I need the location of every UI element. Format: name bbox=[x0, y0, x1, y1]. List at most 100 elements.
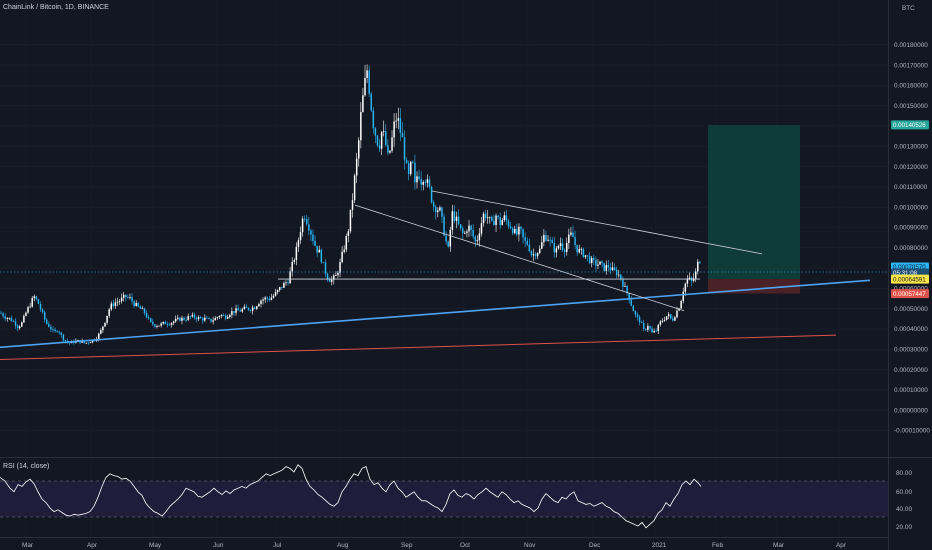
candle-body bbox=[2, 313, 4, 317]
currency-label: BTC bbox=[902, 5, 915, 12]
candle-body bbox=[642, 322, 645, 329]
rsi-band bbox=[0, 481, 888, 517]
price-label: 0.00140526 bbox=[891, 120, 929, 130]
candle-body bbox=[297, 240, 300, 247]
candle-body bbox=[576, 244, 578, 253]
candle-body bbox=[104, 322, 106, 327]
price-label-text: 0.00057447 bbox=[893, 291, 926, 298]
candle-body bbox=[185, 319, 187, 321]
price-tick: 0.00130000 bbox=[894, 144, 928, 151]
candle-body bbox=[330, 279, 333, 282]
candle-body bbox=[31, 298, 33, 307]
candle-body bbox=[98, 333, 100, 339]
candle-body bbox=[678, 308, 680, 311]
time-axis[interactable]: Mar Apr May Jun Jul Aug Sep Oct Nov Dec 2021 Feb Mar… bbox=[22, 542, 847, 549]
candle-body bbox=[199, 317, 202, 319]
candle-body bbox=[414, 162, 416, 183]
candle-body bbox=[170, 322, 173, 325]
candle-body bbox=[501, 220, 504, 226]
candle-body bbox=[156, 326, 158, 327]
candle-body bbox=[468, 225, 470, 232]
candle-body bbox=[189, 316, 192, 318]
candle-body bbox=[208, 317, 210, 319]
candle-body bbox=[299, 232, 302, 241]
candle-body bbox=[353, 175, 356, 201]
price-tick: 0.00100000 bbox=[894, 204, 928, 211]
candle-body bbox=[378, 145, 381, 149]
candle-body bbox=[426, 179, 429, 183]
trendline[interactable] bbox=[0, 279, 871, 349]
candle-body bbox=[476, 240, 479, 242]
candle-body bbox=[335, 275, 337, 277]
stop-loss-zone[interactable] bbox=[708, 279, 800, 294]
candle-body bbox=[247, 307, 250, 310]
candle-body bbox=[551, 239, 553, 243]
time-tick: Dec bbox=[589, 542, 601, 549]
price-tick: 0.00090000 bbox=[894, 225, 928, 232]
price-tick: 0.00150000 bbox=[894, 103, 928, 110]
candle-body bbox=[622, 279, 624, 287]
candle-body bbox=[389, 150, 391, 153]
candle-body bbox=[52, 329, 54, 331]
candle-body bbox=[278, 287, 281, 290]
candle-body bbox=[374, 128, 377, 136]
candle-body bbox=[326, 273, 329, 280]
trendline[interactable] bbox=[354, 204, 685, 312]
candle-body bbox=[270, 297, 273, 300]
candle-body bbox=[139, 306, 142, 309]
candle-body bbox=[505, 215, 508, 221]
candle-body bbox=[100, 330, 102, 334]
candle-body bbox=[116, 301, 119, 303]
candle-body bbox=[164, 321, 167, 325]
profit-target-zone[interactable] bbox=[708, 124, 800, 280]
candle-body bbox=[150, 318, 152, 322]
candle-body bbox=[455, 216, 458, 221]
candle-body bbox=[447, 241, 449, 247]
candle-body bbox=[495, 215, 497, 226]
candle-body bbox=[676, 310, 678, 318]
candle-body bbox=[445, 235, 447, 242]
price-tick: 0.00030000 bbox=[894, 347, 928, 354]
candle-body bbox=[376, 135, 379, 146]
candle-body bbox=[60, 332, 63, 335]
candle-body bbox=[588, 256, 591, 264]
candle-body bbox=[295, 246, 298, 261]
candle-body bbox=[343, 249, 345, 252]
trendline[interactable] bbox=[0, 334, 837, 360]
candle-body bbox=[291, 261, 293, 272]
candle-body bbox=[339, 261, 341, 273]
candle-body bbox=[534, 254, 537, 257]
candle-body bbox=[360, 112, 362, 141]
candle-body bbox=[497, 215, 499, 218]
candle-body bbox=[41, 309, 44, 313]
candle-body bbox=[106, 315, 108, 323]
candle-body bbox=[14, 321, 17, 326]
price-tick: 0.00050000 bbox=[894, 306, 928, 313]
candle-body bbox=[649, 326, 651, 329]
rsi-tick: 40.00 bbox=[896, 506, 912, 513]
candle-body bbox=[478, 233, 481, 241]
candle-body bbox=[634, 311, 637, 315]
candle-body bbox=[385, 131, 387, 146]
candle-body bbox=[118, 301, 121, 303]
candle-body bbox=[474, 236, 476, 242]
trendlines[interactable] bbox=[0, 190, 871, 360]
rsi-axis[interactable]: 80.00 60.00 40.00 20.00 bbox=[896, 470, 912, 531]
candle-body bbox=[48, 323, 50, 327]
candle-body bbox=[628, 292, 630, 301]
price-tick: 0.00120000 bbox=[894, 164, 928, 171]
candle-body bbox=[301, 218, 304, 233]
candle-body bbox=[202, 318, 204, 321]
price-label: 0.00064591 bbox=[891, 274, 929, 284]
candle-body bbox=[699, 261, 701, 263]
candle-body bbox=[597, 264, 599, 266]
price-label-text: 0.00064591 bbox=[893, 276, 926, 283]
candle-body bbox=[574, 237, 576, 245]
candle-body bbox=[283, 283, 285, 288]
candle-body bbox=[553, 242, 556, 253]
candle-body bbox=[260, 300, 262, 304]
candle-body bbox=[241, 309, 244, 312]
trendline[interactable] bbox=[431, 190, 763, 255]
